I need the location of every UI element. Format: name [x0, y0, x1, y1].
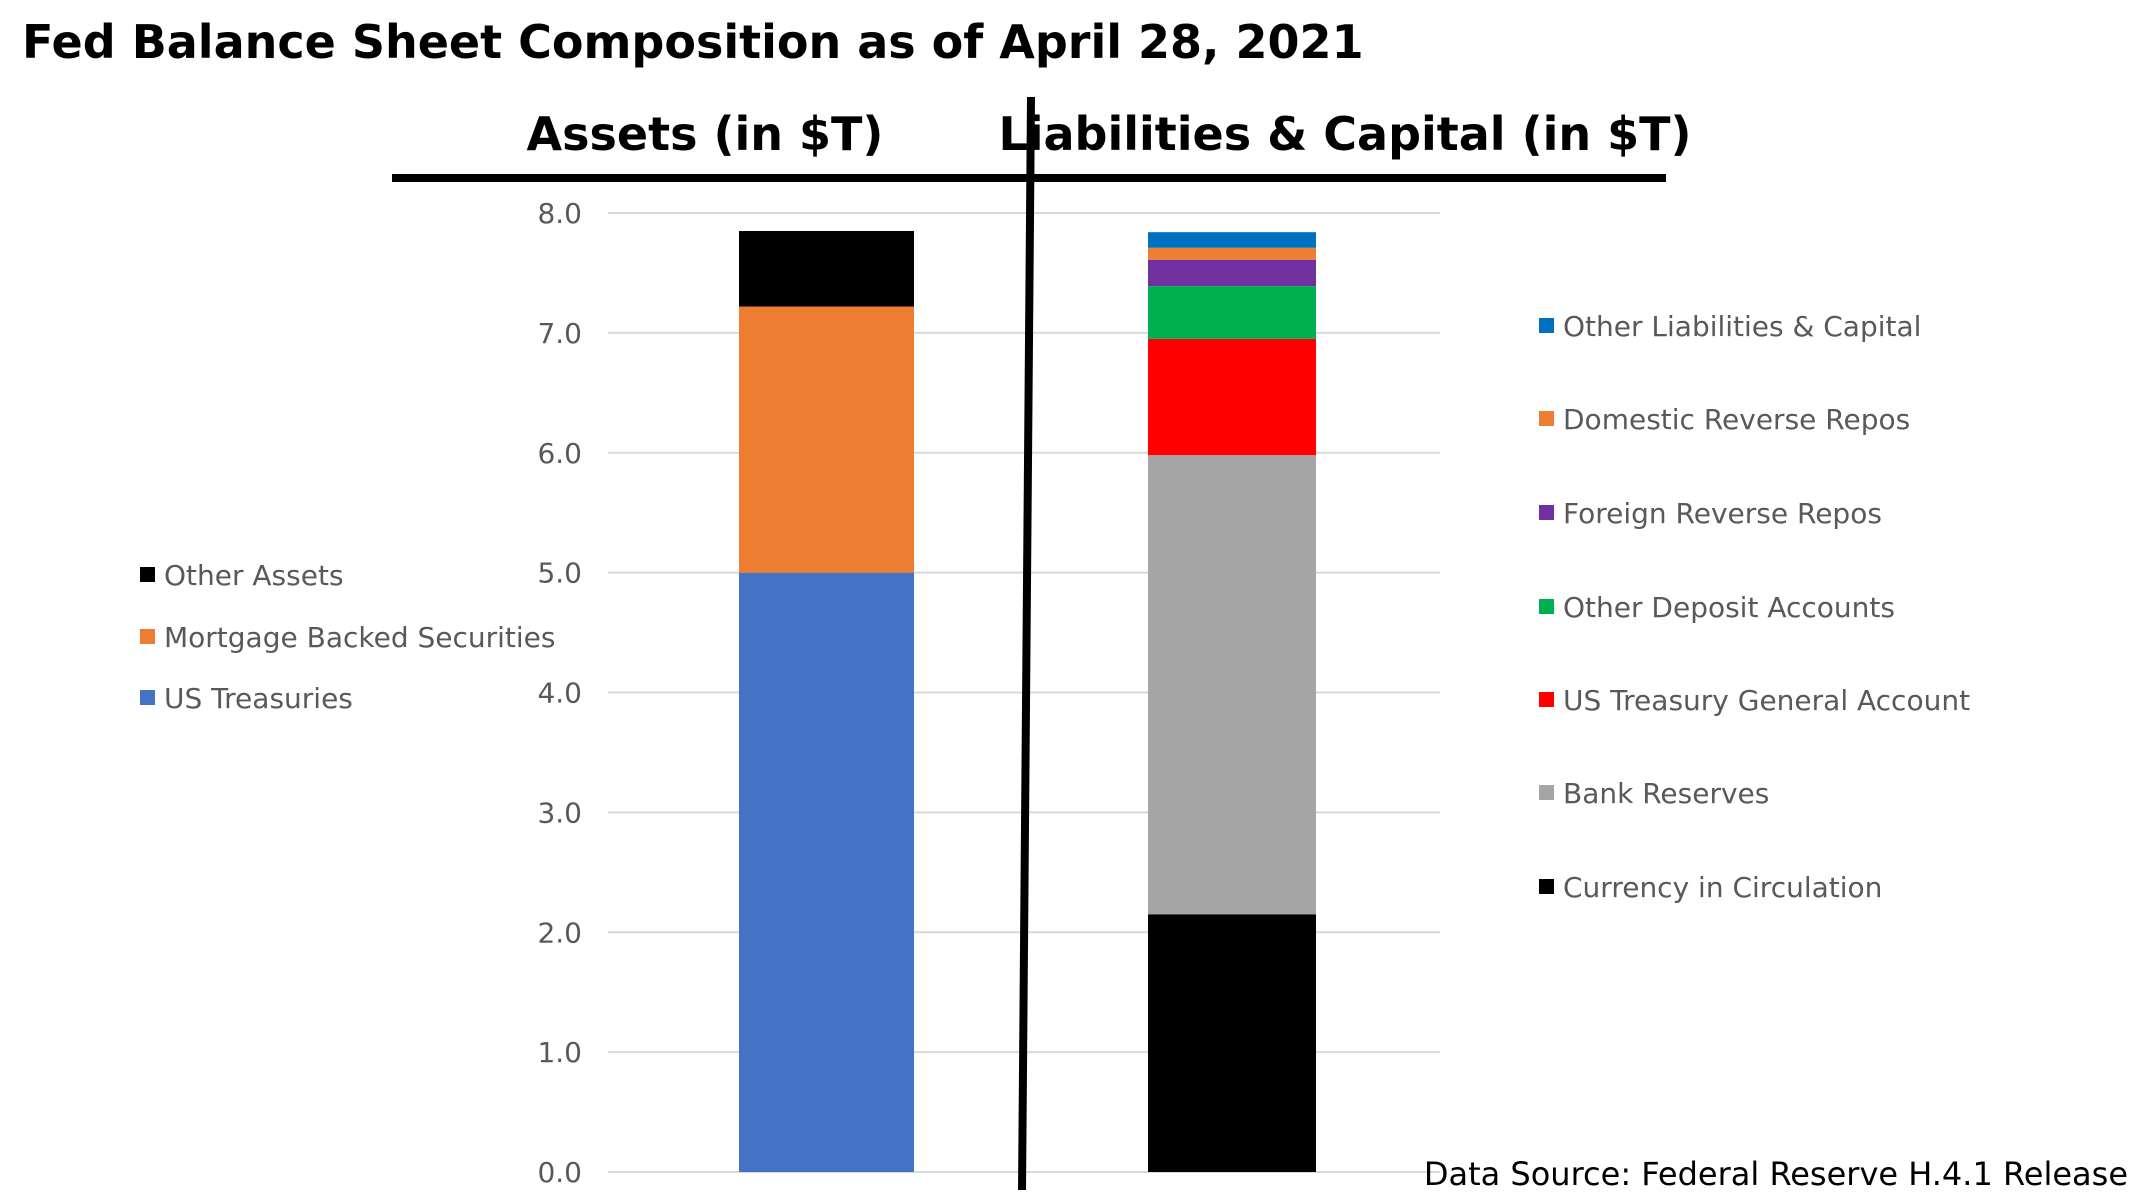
legend-swatch — [1539, 692, 1554, 707]
y-tick-label: 0.0 — [537, 1156, 582, 1189]
y-tick-label: 2.0 — [537, 916, 582, 949]
legend-label: US Treasury General Account — [1563, 684, 1970, 717]
legend-swatch — [1539, 411, 1554, 426]
chart-title: Fed Balance Sheet Composition as of Apri… — [22, 15, 1364, 69]
legend-label: US Treasuries — [164, 682, 353, 715]
t-account-vertical-line — [1018, 96, 1035, 1191]
data-source-note: Data Source: Federal Reserve H.4.1 Relea… — [1424, 1155, 2128, 1193]
y-tick-label: 4.0 — [537, 677, 582, 710]
liabilities-header: Liabilities & Capital (in $T) — [998, 107, 1691, 161]
stacked-bars — [739, 230, 1316, 1172]
bar-segment-us-treasury-general-account — [1148, 338, 1316, 456]
legend-label: Other Assets — [164, 559, 344, 592]
legend-swatch — [1539, 318, 1554, 333]
legend-label: Foreign Reverse Repos — [1563, 497, 1882, 530]
legend-label: Mortgage Backed Securities — [164, 621, 556, 654]
y-axis-ticks: 0.0 1.0 2.0 3.0 4.0 5.0 6.0 7.0 8.0 — [537, 197, 582, 1189]
legend-swatch — [140, 567, 155, 582]
bar-segment-domestic-reverse-repos — [1148, 247, 1316, 260]
assets-legend: Other Assets Mortgage Backed Securities US… — [140, 559, 556, 715]
legend-label: Domestic Reverse Repos — [1563, 403, 1910, 436]
bar-segment-bank-reserves — [1148, 455, 1316, 915]
y-tick-label: 6.0 — [537, 437, 582, 470]
legend-swatch — [140, 629, 155, 644]
legend-label: Other Deposit Accounts — [1563, 591, 1895, 624]
bar-segment-other-liabilities-capital — [1148, 232, 1316, 248]
assets-header: Assets (in $T) — [527, 107, 884, 161]
legend-swatch — [1539, 785, 1554, 800]
y-tick-label: 1.0 — [537, 1036, 582, 1069]
legend-label: Other Liabilities & Capital — [1563, 310, 1921, 343]
bar-segment-other-assets — [739, 230, 914, 307]
y-tick-label: 7.0 — [537, 317, 582, 350]
liabilities-legend: Other Liabilities & Capital Domestic Reve… — [1539, 310, 1970, 904]
bar-segment-other-deposit-accounts — [1148, 286, 1316, 339]
legend-swatch — [1539, 505, 1554, 520]
legend-swatch — [1539, 879, 1554, 894]
y-tick-label: 5.0 — [537, 557, 582, 590]
bar-segment-mortgage-backed-securities — [739, 306, 914, 573]
legend-swatch — [140, 690, 155, 705]
bar-segment-currency-in-circulation — [1148, 914, 1316, 1172]
bar-segment-us-treasuries — [739, 572, 914, 1172]
legend-swatch — [1539, 599, 1554, 614]
bar-segment-foreign-reverse-repos — [1148, 259, 1316, 287]
y-tick-label: 8.0 — [537, 197, 582, 230]
legend-label: Currency in Circulation — [1563, 871, 1882, 904]
y-tick-label: 3.0 — [537, 796, 582, 829]
legend-label: Bank Reserves — [1563, 777, 1769, 810]
